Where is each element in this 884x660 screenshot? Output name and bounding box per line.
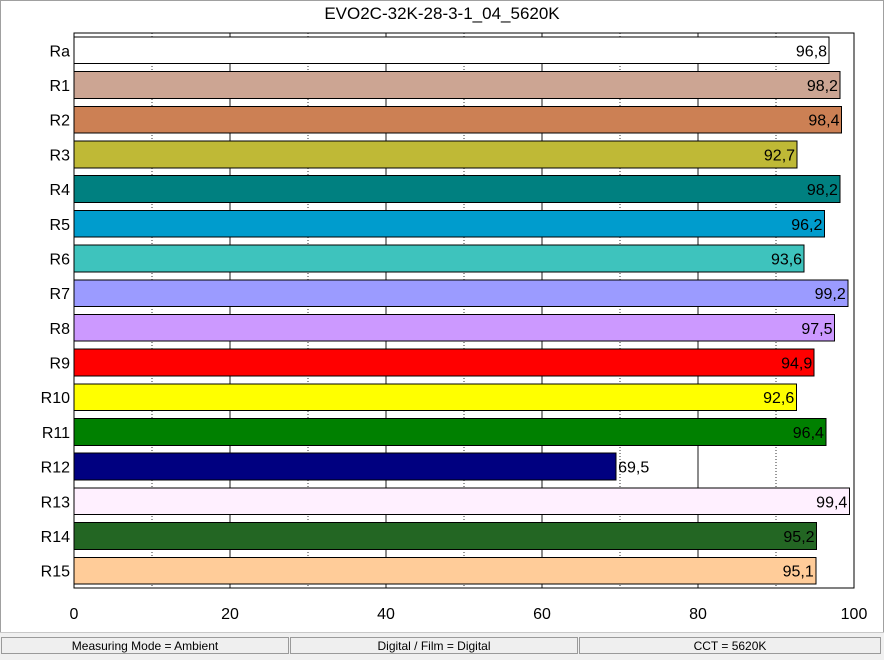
bar-ra — [73, 36, 830, 65]
value-label: 96,4 — [793, 425, 824, 442]
status-digital-film: Digital / Film = Digital — [290, 637, 578, 654]
value-label: 99,2 — [815, 286, 846, 303]
value-label: 95,2 — [783, 529, 814, 546]
value-label: 98,2 — [807, 182, 838, 199]
category-label: R14 — [41, 529, 70, 546]
category-label: R4 — [50, 182, 71, 199]
x-tick-label: 80 — [689, 606, 707, 623]
value-label: 98,2 — [807, 78, 838, 95]
bar-r9 — [73, 348, 815, 377]
category-label: R5 — [50, 217, 71, 234]
value-label: 69,5 — [618, 460, 649, 477]
value-label: 92,6 — [763, 390, 794, 407]
category-label: Ra — [50, 43, 71, 60]
category-label: R12 — [41, 460, 70, 477]
bar-r12 — [73, 452, 617, 481]
x-tick-label: 60 — [533, 606, 551, 623]
bar-chart: Ra 96,8 R1 98,2 R2 98,4 R3 92,7 R4 98,2 R5 96,2 R6 93… — [41, 32, 868, 623]
category-label: R11 — [42, 425, 70, 442]
bar-r2 — [73, 105, 843, 134]
bar-r10 — [73, 383, 797, 412]
category-label: R8 — [50, 321, 71, 338]
category-label: R2 — [50, 113, 71, 130]
category-label: R1 — [50, 78, 71, 95]
category-label: R15 — [41, 564, 70, 581]
bar-r3 — [73, 140, 798, 169]
status-cct: CCT = 5620K — [579, 637, 881, 654]
category-label: R3 — [50, 147, 71, 164]
value-label: 92,7 — [764, 147, 795, 164]
category-label: R13 — [41, 494, 70, 511]
value-label: 95,1 — [783, 564, 814, 581]
status-measuring-mode: Measuring Mode = Ambient — [1, 637, 289, 654]
x-tick-label: 0 — [70, 606, 79, 623]
bar-r15 — [73, 556, 817, 585]
bar-r11 — [73, 418, 827, 446]
value-label: 97,5 — [801, 321, 832, 338]
bar-r1 — [73, 71, 841, 99]
chart-title: EVO2C-32K-28-3-1_04_5620K — [324, 4, 560, 23]
bar-r5 — [73, 209, 825, 238]
value-label: 98,4 — [808, 113, 839, 130]
value-label: 94,9 — [781, 356, 812, 373]
bar-r14 — [73, 522, 818, 550]
bar-r7 — [73, 279, 849, 308]
value-label: 96,8 — [796, 43, 827, 60]
category-label: R9 — [50, 356, 71, 373]
x-tick-label: 100 — [841, 606, 868, 623]
bar-r13 — [73, 487, 850, 516]
plot-border — [73, 32, 855, 589]
value-label: 99,4 — [816, 494, 847, 511]
bar-r4 — [73, 175, 841, 203]
category-label: R7 — [50, 286, 71, 303]
value-label: 93,6 — [771, 251, 802, 268]
bar-r6 — [73, 244, 805, 273]
category-label: R6 — [50, 251, 71, 268]
bar-r8 — [73, 313, 835, 342]
x-tick-label: 20 — [221, 606, 239, 623]
category-label: R10 — [41, 390, 70, 407]
value-label: 96,2 — [791, 217, 822, 234]
x-tick-label: 40 — [377, 606, 395, 623]
